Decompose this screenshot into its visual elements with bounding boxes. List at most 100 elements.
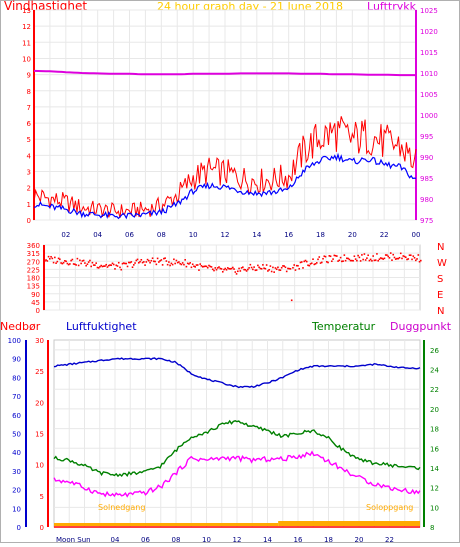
wind-speed-tick-label: 10 bbox=[22, 55, 31, 63]
direction-tick-label: 90 bbox=[31, 291, 40, 299]
wind-direction-point bbox=[54, 257, 56, 259]
wind-direction-point bbox=[88, 261, 90, 263]
wind-direction-point bbox=[375, 259, 377, 261]
compass-label: S bbox=[437, 274, 443, 285]
wind-direction-point bbox=[276, 268, 278, 270]
wind-direction-point bbox=[105, 264, 107, 266]
rain-tick-label: 10 bbox=[35, 462, 44, 470]
wind-direction-point bbox=[48, 256, 50, 258]
wind-direction-point bbox=[182, 262, 184, 264]
temperature-tick-label: 24 bbox=[430, 367, 439, 375]
wind-direction-point bbox=[194, 266, 196, 268]
compass-label: E bbox=[437, 290, 443, 301]
wind-direction-point bbox=[367, 254, 369, 256]
time-tick-label: 16 bbox=[284, 231, 293, 239]
wind-direction-point bbox=[237, 270, 239, 272]
wind-direction-point bbox=[256, 269, 258, 271]
wind-direction-point bbox=[308, 265, 310, 267]
wind-direction-point bbox=[302, 267, 304, 269]
wind-direction-point bbox=[405, 256, 407, 258]
wind-direction-point bbox=[247, 269, 249, 271]
wind-speed-tick-label: 6 bbox=[27, 120, 32, 128]
humidity-label: Luftfuktighet bbox=[66, 320, 137, 333]
time-tick-label: 10 bbox=[202, 536, 211, 543]
wind-direction-point bbox=[94, 264, 96, 266]
wind-direction-point bbox=[332, 258, 334, 260]
wind-direction-point bbox=[292, 267, 294, 269]
wind-direction-point bbox=[280, 269, 282, 271]
panel-wind-pressure: 0123456789101112139759809859909951000100… bbox=[22, 7, 438, 239]
wind-direction-point bbox=[391, 259, 393, 261]
wind-direction-point bbox=[146, 261, 148, 263]
time-tick-label: 22 bbox=[385, 536, 394, 543]
wind-direction-point bbox=[139, 261, 141, 263]
wind-direction-point bbox=[52, 258, 54, 260]
wind-direction-point bbox=[162, 264, 164, 266]
wind-direction-point bbox=[80, 263, 82, 265]
wind-speed-tick-label: 13 bbox=[22, 7, 31, 15]
pressure-tick-label: 1005 bbox=[420, 91, 438, 99]
wind-direction-point bbox=[211, 266, 213, 268]
wind-direction-point bbox=[226, 269, 228, 271]
wind-direction-point bbox=[311, 262, 313, 264]
wind-direction-point bbox=[273, 271, 275, 273]
wind-direction-point bbox=[321, 262, 323, 264]
wind-direction-point bbox=[176, 260, 178, 262]
wind-direction-point bbox=[354, 255, 356, 257]
wind-direction-point bbox=[362, 259, 364, 261]
daylight-bar bbox=[54, 523, 278, 526]
wind-direction-point bbox=[416, 258, 418, 260]
time-tick-label: 06 bbox=[125, 231, 134, 239]
wind-direction-point bbox=[186, 266, 188, 268]
time-tick-label: 14 bbox=[252, 231, 261, 239]
temperature-tick-label: 8 bbox=[430, 524, 434, 532]
wind-direction-point bbox=[359, 257, 361, 259]
pressure-tick-label: 975 bbox=[420, 217, 433, 225]
compass-label: W bbox=[437, 258, 447, 269]
pressure-tick-label: 1010 bbox=[420, 70, 438, 78]
temperature-tick-label: 26 bbox=[430, 347, 439, 355]
wind-direction-point bbox=[340, 257, 342, 259]
temperature-tick-label: 16 bbox=[430, 445, 439, 453]
wind-direction-point bbox=[261, 268, 263, 270]
wind-direction-point bbox=[221, 268, 223, 270]
wind-direction-point bbox=[411, 259, 413, 261]
humidity-percent-tick-label: 0 bbox=[17, 524, 21, 532]
wind-direction-point bbox=[344, 254, 346, 256]
humidity-percent-tick-label: 60 bbox=[12, 412, 21, 420]
wind-direction-point bbox=[207, 267, 209, 269]
wind-direction-point bbox=[322, 258, 324, 260]
wind-direction-point bbox=[119, 267, 121, 269]
direction-tick-label: 225 bbox=[27, 266, 40, 274]
moon-sun-label: Moon Sun bbox=[56, 536, 91, 543]
pressure-tick-label: 980 bbox=[420, 196, 433, 204]
wind-direction-point bbox=[306, 261, 308, 263]
wind-direction-point bbox=[141, 259, 143, 261]
wind-direction-point bbox=[50, 256, 52, 258]
time-tick-label: 08 bbox=[157, 231, 166, 239]
pressure-tick-label: 1015 bbox=[420, 49, 438, 57]
wind-direction-point bbox=[222, 271, 224, 273]
pressure-tick-label: 985 bbox=[420, 175, 433, 183]
wind-direction-point bbox=[178, 261, 180, 263]
wind-direction-point bbox=[390, 252, 392, 254]
wind-direction-point bbox=[168, 261, 170, 263]
wind-direction-point bbox=[65, 261, 67, 263]
wind-direction-point bbox=[407, 258, 409, 260]
wind-direction-point bbox=[394, 257, 396, 259]
wind-direction-point bbox=[53, 262, 55, 264]
wind-direction-point bbox=[412, 255, 414, 257]
wind-direction-point bbox=[57, 261, 59, 263]
wind-direction-point bbox=[78, 265, 80, 267]
wind-direction-point bbox=[414, 257, 416, 259]
wind-direction-point bbox=[197, 264, 199, 266]
wind-direction-point bbox=[120, 269, 122, 271]
wind-direction-point bbox=[118, 262, 120, 264]
time-tick-label: 18 bbox=[316, 231, 325, 239]
rain-label: Nedbør bbox=[0, 320, 41, 333]
wind-direction-point bbox=[372, 255, 374, 257]
dewpoint-label: Duggpunkt bbox=[390, 320, 452, 333]
wind-direction-point bbox=[132, 266, 134, 268]
